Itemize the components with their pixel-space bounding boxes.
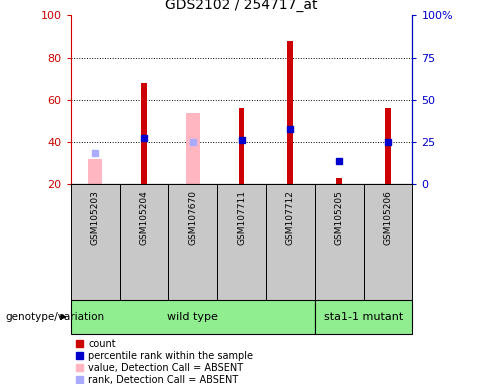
Bar [287,41,293,184]
Text: GSM105205: GSM105205 [335,190,344,245]
Bar [168,184,217,300]
Bar [71,184,120,300]
Text: genotype/variation: genotype/variation [5,312,104,322]
Text: GSM105206: GSM105206 [384,190,392,245]
Text: GSM107712: GSM107712 [286,190,295,245]
Bar [315,184,364,300]
Bar [239,108,244,184]
Text: GSM107711: GSM107711 [237,190,246,245]
Bar [315,300,412,334]
Bar [266,184,315,300]
Bar [385,108,391,184]
Text: GSM107670: GSM107670 [188,190,197,245]
Text: wild type: wild type [167,312,218,322]
Bar [71,300,315,334]
Title: GDS2102 / 254717_at: GDS2102 / 254717_at [165,0,318,12]
Bar [120,184,168,300]
Bar [88,159,102,184]
Bar [141,83,147,184]
Text: sta1-1 mutant: sta1-1 mutant [324,312,403,322]
Bar [217,184,266,300]
Bar [336,178,342,184]
Text: GSM105204: GSM105204 [140,190,148,245]
Bar [186,113,200,184]
Legend: count, percentile rank within the sample, value, Detection Call = ABSENT, rank, : count, percentile rank within the sample… [76,339,253,384]
Text: GSM105203: GSM105203 [91,190,100,245]
Bar [364,184,412,300]
